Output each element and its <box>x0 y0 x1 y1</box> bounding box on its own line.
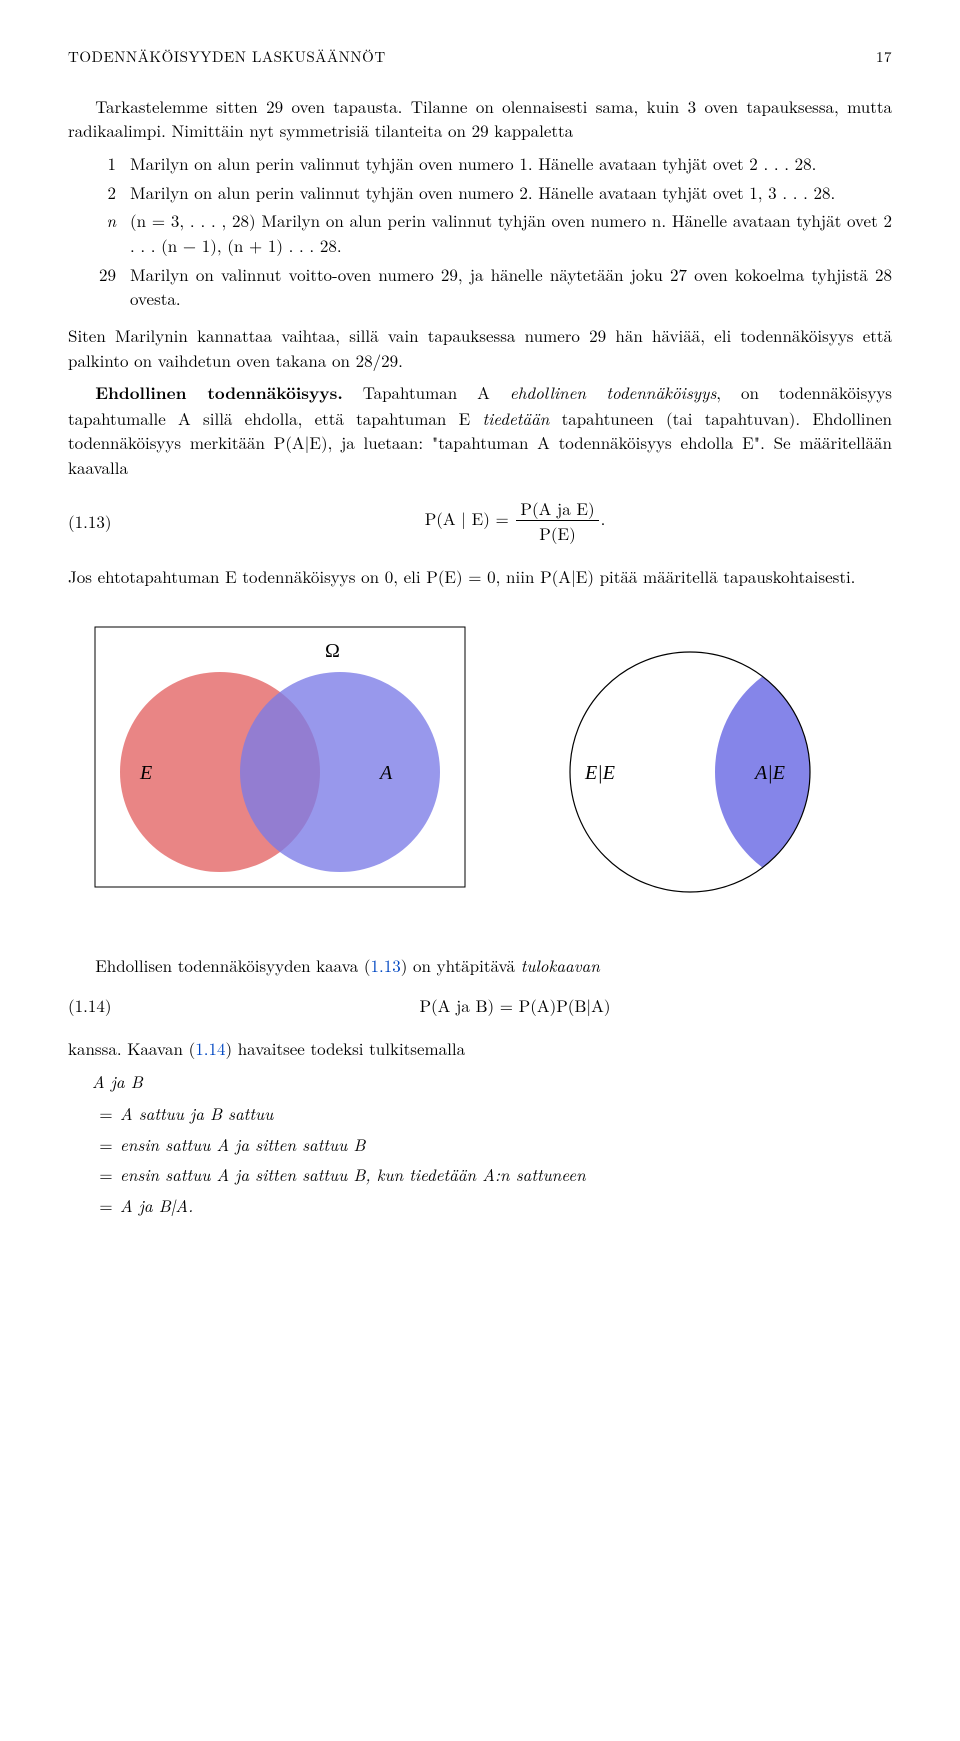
page-number: 17 <box>876 46 892 68</box>
set-A-label: A <box>378 762 393 784</box>
case-row: 1 Marilyn on alun perin valinnut tyhjän … <box>68 151 892 176</box>
E-given-E-label: E|E <box>584 762 615 784</box>
equals-sign: = <box>92 1162 120 1187</box>
case-index: n <box>68 208 130 257</box>
equivalence-row: = ensin sattuu A ja sitten sattuu B, kun… <box>92 1162 892 1187</box>
case-text: Marilyn on valinnut voitto-oven numero 2… <box>130 262 892 311</box>
conclusion-paragraph: Siten Marilynin kannattaa vaihtaa, sillä… <box>68 323 892 372</box>
set-A-circle <box>240 672 440 872</box>
set-E-label: E <box>139 762 152 784</box>
section-heading: Ehdollinen todennäköisyys. <box>95 381 343 405</box>
equivalence-row: = A sattuu ja B sattuu <box>92 1101 892 1126</box>
equivalence-text: ensin sattuu A ja sitten sattuu B, kun t… <box>120 1162 892 1187</box>
equivalence-text: A sattuu ja B sattuu <box>120 1101 892 1126</box>
text: ) havaitsee todeksi tulkitsemalla <box>225 1036 465 1060</box>
equivalence-text: ensin sattuu A ja sitten sattuu B <box>120 1132 892 1157</box>
case-text: Marilyn on alun perin valinnut tyhjän ov… <box>130 151 892 176</box>
term: tulokaavan <box>521 953 600 977</box>
omega-label: Ω <box>325 640 340 662</box>
product-rule-outro: kanssa. Kaavan (1.14) havaitsee todeksi … <box>68 1036 892 1061</box>
equation-number: (1.14) <box>68 993 138 1018</box>
case-index: 2 <box>68 180 130 205</box>
zero-prob-paragraph: Jos ehtotapahtuman E todennäköisyys on 0… <box>68 564 892 589</box>
case-index: 1 <box>68 151 130 176</box>
equivalence-row: = A ja B|A. <box>92 1193 892 1218</box>
ref-link-1-13[interactable]: 1.13 <box>371 953 401 977</box>
case-row: 29 Marilyn on valinnut voitto-oven numer… <box>68 262 892 311</box>
header-title: TODENNÄKÖISYYDEN LASKUSÄÄNNÖT <box>68 46 386 68</box>
term: ehdollinen todennäköisyys <box>510 380 716 404</box>
equivalence-row: = ensin sattuu A ja sitten sattuu B <box>92 1132 892 1157</box>
equals-sign: = <box>92 1193 120 1218</box>
case-row: 2 Marilyn on alun perin valinnut tyhjän … <box>68 180 892 205</box>
text: kanssa. Kaavan ( <box>68 1036 195 1060</box>
equation-body: P(A ja B) = P(A)P(B|A) <box>138 993 892 1018</box>
case-row: n (n = 3, . . . , 28) Marilyn on alun pe… <box>68 208 892 257</box>
equals-sign: = <box>92 1101 120 1126</box>
term: tiedetään <box>482 406 549 430</box>
case-text: Marilyn on alun perin valinnut tyhjän ov… <box>130 180 892 205</box>
product-rule-intro: Ehdollisen todennäköisyyden kaava (1.13)… <box>68 953 892 978</box>
equivalence-text: A ja B|A. <box>120 1193 892 1218</box>
period: . <box>601 506 606 530</box>
conditional-paragraph: Ehdollinen todennäköisyys. Tapahtuman A … <box>68 380 892 480</box>
case-text: (n = 3, . . . , 28) Marilyn on alun peri… <box>130 208 892 257</box>
numerator: P(A ja E) <box>516 496 598 522</box>
venn-diagram: Ω E A E|E A|E <box>85 617 875 917</box>
fraction: P(A ja E)P(E) <box>516 496 598 546</box>
equation-1-13: (1.13) P(A | E) = P(A ja E)P(E). <box>68 496 892 546</box>
equivalence-list: = A sattuu ja B sattuu = ensin sattuu A … <box>92 1101 892 1218</box>
equals-sign: = <box>92 1132 120 1157</box>
lens-A-given-E <box>715 652 875 892</box>
page-header: TODENNÄKÖISYYDEN LASKUSÄÄNNÖT 17 <box>68 46 892 68</box>
a-and-b-label: A ja B <box>92 1069 892 1094</box>
text: ) on yhtäpitävä <box>401 953 521 977</box>
case-enumeration: 1 Marilyn on alun perin valinnut tyhjän … <box>68 151 892 311</box>
equation-number: (1.13) <box>68 509 138 534</box>
case-index: 29 <box>68 262 130 311</box>
intro-paragraph: Tarkastelemme sitten 29 oven tapausta. T… <box>68 94 892 143</box>
denominator: P(E) <box>516 521 598 546</box>
equation-1-14: (1.14) P(A ja B) = P(A)P(B|A) <box>68 993 892 1018</box>
equation-body: P(A | E) = P(A ja E)P(E). <box>138 496 892 546</box>
lhs: P(A | E) = <box>425 506 515 530</box>
conditional-panel: E|E A|E <box>570 652 875 892</box>
text: Ehdollisen todennäköisyyden kaava ( <box>95 953 370 977</box>
A-given-E-label: A|E <box>753 762 785 784</box>
text: Tapahtuman A <box>343 380 510 404</box>
ref-link-1-14[interactable]: 1.14 <box>195 1036 225 1060</box>
